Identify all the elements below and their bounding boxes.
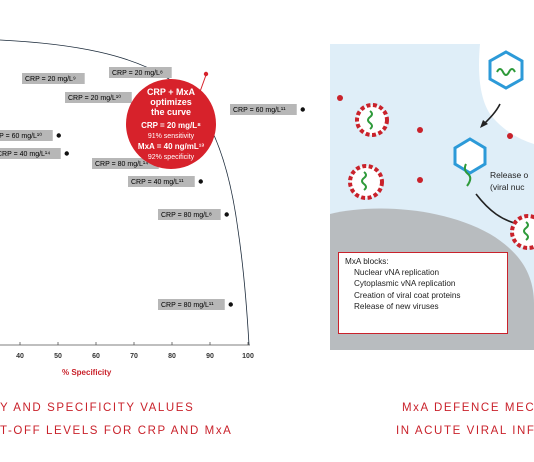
highlight-line-1: CRP = 20 mg/L⁸ (141, 121, 201, 130)
red-dot-icon (417, 127, 423, 133)
cutoff-label-text: CRP = 80 mg/L¹⁴ (95, 161, 148, 168)
cutoff-label-text: CRP = 20 mg/L⁹ (25, 76, 76, 83)
highlight-circle: CRP + MxA optimizes the curve CRP = 20 m… (126, 71, 216, 169)
x-tick-label: 90 (206, 353, 214, 360)
mxa-blocks-list: Nuclear vNA replication Cytoplasmic vNA … (345, 268, 501, 311)
x-axis-title: % Specificity (62, 368, 112, 377)
cutoff-point (300, 107, 305, 112)
cutoff-point (198, 179, 203, 184)
virus-top-icon (488, 50, 524, 90)
mxa-box-title: MxA blocks: (345, 257, 389, 266)
list-item: Cytoplasmic vNA replication (354, 279, 456, 289)
cutoff-label-text: CRP = 80 mg/L¹¹ (161, 302, 214, 309)
red-dot-icon (507, 133, 513, 139)
x-tick-label: 60 (92, 353, 100, 360)
cutoff-point (64, 151, 69, 156)
virion-icon (510, 214, 534, 250)
cutoff-label: CRP = 40 mg/L¹¹ (128, 176, 195, 187)
x-tick-label: 80 (168, 353, 176, 360)
cutoff-label: CRP = 20 mg/L⁹ (22, 73, 85, 84)
cutoff-label-bg (0, 148, 61, 159)
x-tick-label: 40 (16, 353, 24, 360)
cutoff-label-bg (92, 158, 159, 169)
right-caption-line-1: MxA DEFENCE MECH (402, 402, 534, 414)
mxa-blocks-box: MxA blocks: Nuclear vNA replication Cyto… (338, 252, 508, 334)
highlight-pointer-dot (203, 71, 209, 77)
cutoff-label-text: CRP = 80 mg/L⁸ (161, 212, 212, 219)
right-caption-line-2: IN ACUTE VIRAL INFE (396, 425, 534, 437)
highlight-title-3: the curve (151, 107, 191, 117)
virion-icon (348, 164, 384, 200)
x-tick-label: 50 (54, 353, 62, 360)
cutoff-label: CRP = 80 mg/L⁸ (158, 209, 221, 220)
cutoff-label: CRP = 20 mg/L⁸ (109, 67, 172, 78)
red-dot-icon (337, 95, 343, 101)
release-text-2: (viral nuc (490, 182, 525, 192)
cutoff-label: CRP = 60 mg/L¹⁰ (0, 130, 53, 141)
roc-chart: 40 50 60 70 80 90 100 % Specificity CRP = 20 m… (0, 39, 305, 377)
highlight-line-4: 92% specificity (148, 154, 195, 161)
highlight-circle-bg (126, 79, 216, 169)
left-caption-line-2: T-OFF LEVELS FOR CRP AND MxA (0, 425, 233, 437)
virus-uncoating-icon (453, 137, 487, 187)
cutoff-label-bg (65, 92, 132, 103)
cutoff-label-text: CRP = 60 mg/L¹¹ (233, 107, 286, 114)
red-dot-icon (417, 177, 423, 183)
highlight-title-2: optimizes (150, 97, 192, 107)
cutoff-label: CRP = 80 mg/L¹⁴ (92, 158, 159, 169)
virion-icon (355, 103, 389, 137)
highlight-line-3: MxA = 40 ng/mL¹³ (138, 142, 204, 151)
cutoff-labels: CRP = 20 mg/L⁸ CRP = 20 mg/L⁹ CRP = 20 mg/… (0, 67, 305, 310)
cutoff-label-text: CRP = 20 mg/L⁸ (112, 70, 163, 77)
x-tick-label: 70 (130, 353, 138, 360)
cutoff-label-bg (22, 73, 85, 84)
cutoff-label-text: CRP = 60 mg/L¹⁰ (0, 132, 42, 140)
x-axis: 40 50 60 70 80 90 100 (0, 342, 254, 360)
cutoff-label-bg (0, 130, 53, 141)
cutoff-point (56, 133, 61, 138)
list-item: Creation of viral coat proteins (354, 290, 461, 300)
cutoff-label: CRP = 40 mg/L¹⁴ (0, 148, 61, 159)
x-tick-label: 100 (242, 353, 254, 360)
cutoff-label-text: CRP = 20 mg/L¹⁰ (68, 94, 121, 102)
cutoff-point (228, 302, 233, 307)
list-item: Release of new viruses (354, 302, 439, 312)
cutoff-label-bg (230, 104, 297, 115)
cutoff-label: CRP = 60 mg/L¹¹ (230, 104, 297, 115)
cutoff-label-bg (158, 299, 225, 310)
highlight-title-1: CRP + MxA (147, 87, 196, 97)
cutoff-label-text: CRP = 40 mg/L¹⁴ (0, 151, 50, 158)
cutoff-label-bg (158, 209, 221, 220)
arrow-down-icon (480, 103, 501, 128)
cutoff-label: CRP = 80 mg/L¹¹ (158, 299, 225, 310)
left-caption-line-1: Y AND SPECIFICITY VALUES (0, 402, 195, 414)
cutoff-label-bg (109, 67, 172, 78)
list-item: Nuclear vNA replication (354, 268, 440, 277)
cutoff-point (224, 212, 229, 217)
release-text-1: Release o (490, 170, 529, 180)
cutoff-label-bg (128, 176, 195, 187)
cutoff-label-text: CRP = 40 mg/L¹¹ (131, 179, 184, 186)
highlight-line-2: 91% sensitivity (148, 133, 195, 140)
cutoff-label: CRP = 20 mg/L¹⁰ (65, 92, 132, 103)
